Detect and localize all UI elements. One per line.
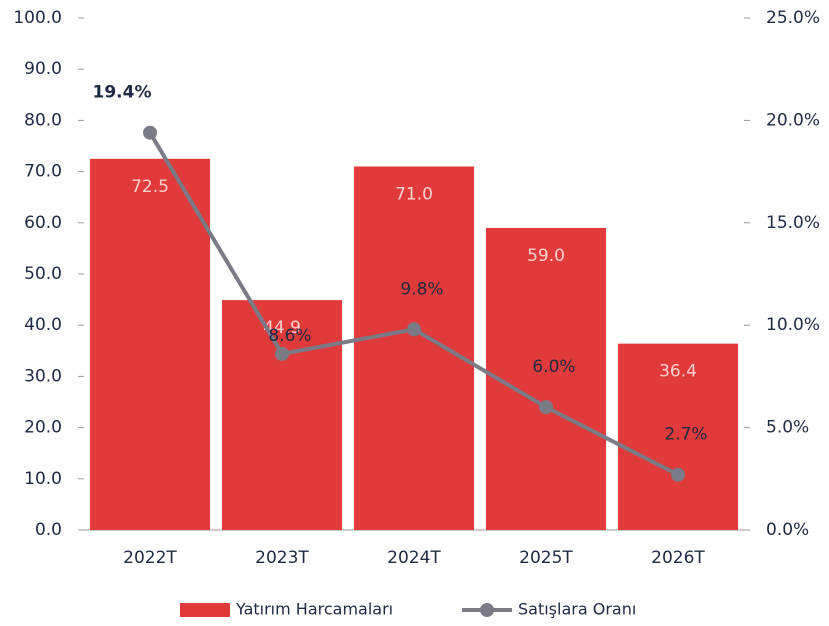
bar xyxy=(617,343,739,530)
bar xyxy=(221,300,343,530)
x-tick-label: 2026T xyxy=(651,548,705,568)
y2-tick-label: 15.0% xyxy=(766,213,820,233)
bar-label: 71.0 xyxy=(395,184,433,204)
y-tick-label: 50.0 xyxy=(24,264,62,284)
bar xyxy=(485,227,607,531)
bar xyxy=(353,166,475,531)
legend-swatch xyxy=(180,603,230,617)
line-marker xyxy=(143,125,157,140)
x-tick-label: 2024T xyxy=(387,548,441,568)
y2-tick-label: 10.0% xyxy=(766,315,820,335)
y2-tick-label: 5.0% xyxy=(766,418,809,438)
y-tick-label: 40.0 xyxy=(24,315,62,335)
y-tick-label: 60.0 xyxy=(24,213,62,233)
legend-label: Yatırım Harcamaları xyxy=(235,600,393,619)
y-tick-label: 100.0 xyxy=(13,8,62,28)
line-marker xyxy=(671,467,685,482)
line-label: 2.7% xyxy=(664,425,707,445)
bar-label: 59.0 xyxy=(527,246,565,266)
y-tick-label: 80.0 xyxy=(24,110,62,130)
y2-tick-label: 0.0% xyxy=(766,520,809,540)
legend-label: Satışlara Oranı xyxy=(518,600,636,619)
y2-tick-label: 20.0% xyxy=(766,110,820,130)
y-tick-label: 20.0 xyxy=(24,418,62,438)
y-tick-label: 30.0 xyxy=(24,366,62,386)
line-label: 9.8% xyxy=(400,279,443,299)
legend-marker xyxy=(480,603,494,617)
line-label: 19.4% xyxy=(93,83,152,103)
bar-label: 44.9 xyxy=(263,318,301,338)
y-tick-label: 10.0 xyxy=(24,469,62,489)
line-marker xyxy=(407,322,421,337)
x-tick-label: 2022T xyxy=(123,548,177,568)
line-marker xyxy=(539,400,553,415)
line-label: 8.6% xyxy=(268,326,311,346)
y-tick-label: 70.0 xyxy=(24,162,62,182)
line-marker xyxy=(275,346,289,361)
y2-tick-label: 25.0% xyxy=(766,8,820,28)
bar-label: 72.5 xyxy=(131,177,169,197)
x-tick-label: 2025T xyxy=(519,548,573,568)
x-tick-label: 2023T xyxy=(255,548,309,568)
bar-label: 36.4 xyxy=(659,362,697,382)
bar xyxy=(89,158,211,531)
line-label: 6.0% xyxy=(532,357,575,377)
y-tick-label: 0.0 xyxy=(35,520,62,540)
y-tick-label: 90.0 xyxy=(24,59,62,79)
